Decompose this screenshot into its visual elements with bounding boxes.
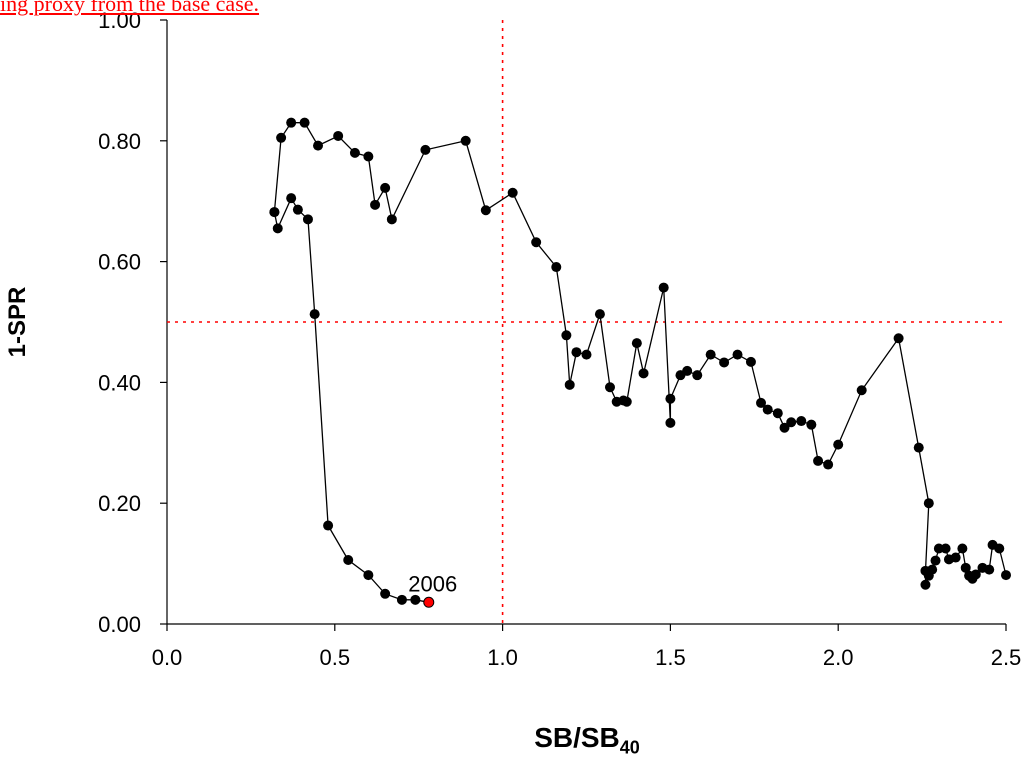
data-point [833,439,844,450]
x-tick-label: 0.0 [152,645,183,670]
data-point [396,594,407,605]
data-point [920,579,931,590]
data-point [930,555,941,566]
data-point [386,214,397,225]
y-tick-label: 0.80 [98,129,141,154]
data-point [927,564,938,575]
data-point [410,594,421,605]
data-point [658,282,669,293]
data-point [786,417,797,428]
data-point [692,370,703,381]
data-point [343,554,354,565]
y-axis-title: 1-SPR [4,286,31,358]
x-tick-label: 1.5 [655,645,686,670]
x-axis-title-sub: 40 [619,737,640,758]
series-line [273,196,429,603]
x-tick-label: 1.0 [487,645,518,670]
data-point [638,368,649,379]
data-point [564,379,575,390]
y-tick-label: 0.40 [98,370,141,395]
data-point [604,382,615,393]
data-point [299,117,310,128]
data-point [292,204,303,215]
data-point [923,498,934,509]
data-point [621,396,632,407]
x-axis-title-main: SB/SB [534,722,620,753]
y-tick-label: 1.00 [98,8,141,33]
data-point [940,543,951,554]
data-point [286,193,297,204]
data-point [380,588,391,599]
data-point [913,442,924,453]
data-point [507,187,518,198]
data-point [1001,570,1011,581]
data-point [756,397,767,408]
x-tick-label: 2.0 [823,645,854,670]
data-point [665,393,676,404]
data-point [823,459,834,470]
data-point [333,130,344,141]
data-point [581,349,592,360]
data-point [323,520,334,531]
data-point [594,309,605,320]
data-point [276,132,287,143]
data-point [813,455,824,466]
data-point [313,140,324,151]
data-point [363,151,374,162]
data-point [665,417,676,428]
data-point [460,135,471,146]
data-point [806,419,817,430]
data-point [772,408,783,419]
data-point [551,262,562,273]
data-point [856,385,867,396]
data-point [960,562,971,573]
data-point [950,552,961,563]
data-point [571,347,582,358]
data-point [719,357,730,368]
data-point [302,214,313,225]
y-tick-label: 0.00 [98,612,141,637]
data-point [970,569,981,580]
data-point [682,365,693,376]
data-point [779,422,790,433]
top-note: ing proxy from the base case. [0,0,260,16]
data-point [380,182,391,193]
data-point [286,117,297,128]
data-point [631,338,642,349]
data-point [705,349,716,360]
data-point [420,144,431,155]
data-point [363,570,374,581]
data-point [745,356,756,367]
highlight-point [423,596,435,608]
data-point [893,333,904,344]
x-tick-label: 0.5 [320,645,351,670]
data-point [561,330,572,341]
data-point [269,207,280,218]
data-point [272,223,283,234]
data-point [984,564,995,575]
annotation-label: 2006 [408,571,457,596]
data-point [349,147,360,158]
data-point [957,543,968,554]
x-axis-title: SB/SB40 [534,722,640,759]
data-point [309,309,320,320]
data-point [480,205,491,216]
data-point [796,416,807,427]
data-point [531,237,542,248]
data-point [762,404,773,415]
y-tick-label: 0.60 [98,250,141,275]
data-point [370,199,381,210]
x-tick-label: 2.5 [991,645,1022,670]
y-tick-label: 0.20 [98,491,141,516]
data-point [994,543,1005,554]
data-point [732,349,743,360]
